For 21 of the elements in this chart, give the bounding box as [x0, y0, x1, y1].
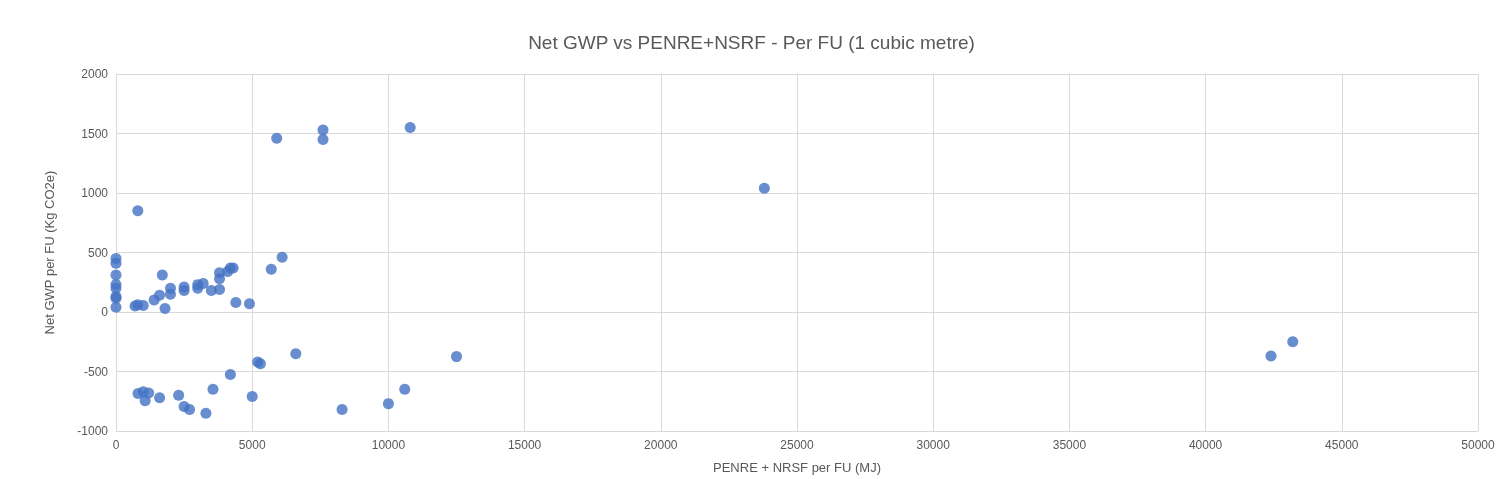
- chart-title: Net GWP vs PENRE+NSRF - Per FU (1 cubic metre): [528, 32, 975, 53]
- y-tick-label: 1000: [81, 186, 109, 200]
- y-tick-label: 1500: [81, 126, 109, 141]
- x-tick-label: 0: [112, 438, 120, 452]
- x-tick-label: 35000: [1052, 438, 1087, 452]
- y-tick-label: 0: [101, 305, 109, 319]
- x-tick-label: 50000: [1461, 438, 1496, 452]
- x-tick-label: 5000: [238, 438, 266, 452]
- y-tick-label: -500: [83, 364, 109, 379]
- x-tick-label: 30000: [916, 438, 951, 452]
- x-tick-label: 25000: [780, 438, 815, 452]
- x-tick-label: 20000: [644, 438, 678, 452]
- y-tick-label: 2000: [81, 67, 109, 81]
- y-tick-label: 500: [87, 245, 109, 260]
- y-axis-title: Net GWP per FU (Kg CO2e): [42, 170, 57, 335]
- y-tick-label: -1000: [77, 424, 109, 438]
- x-tick-label: 45000: [1325, 438, 1359, 452]
- x-axis-title: PENRE + NRSF per FU (MJ): [713, 460, 881, 475]
- x-tick-label: 15000: [507, 438, 542, 452]
- x-tick-label: 40000: [1188, 438, 1223, 452]
- x-tick-label: 10000: [371, 438, 406, 452]
